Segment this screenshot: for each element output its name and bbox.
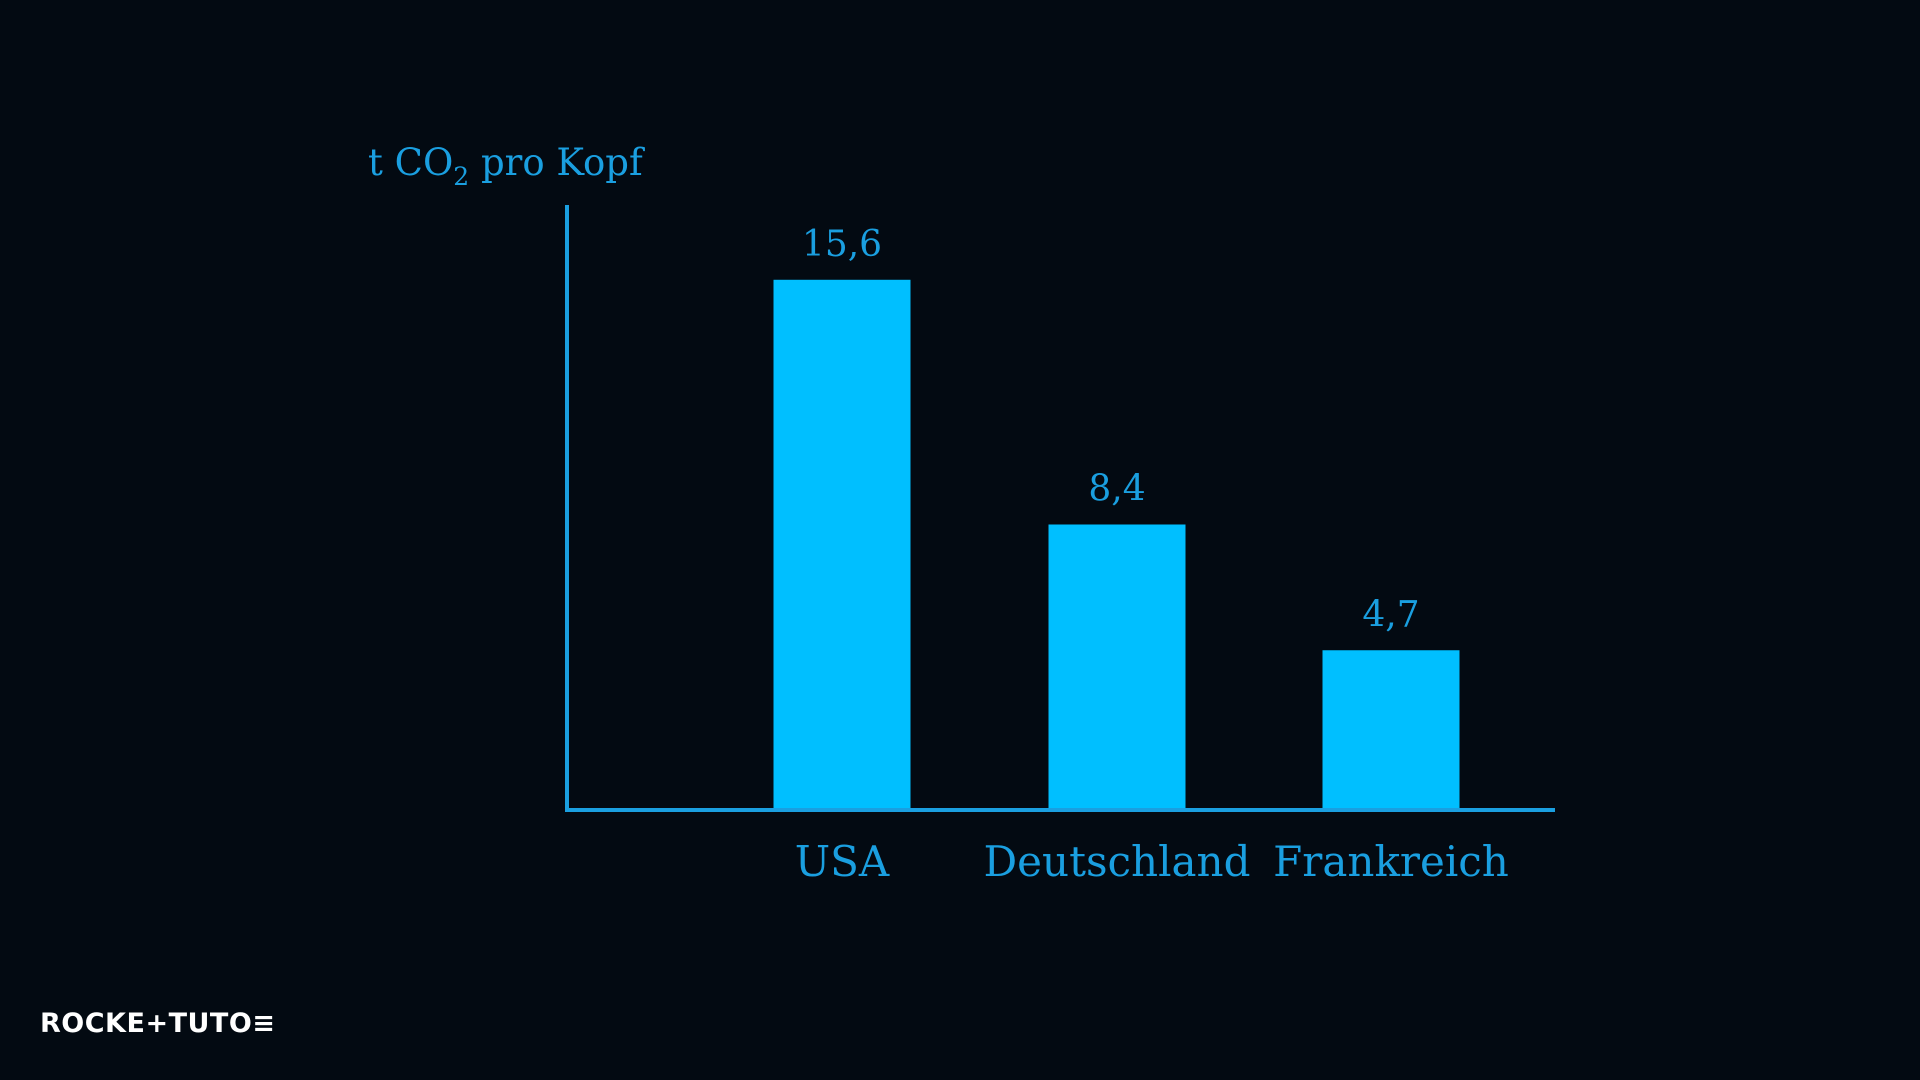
category-label-deutschland: Deutschland	[984, 837, 1251, 886]
y-axis-label: t CO2 pro Kopf	[368, 141, 645, 191]
logo-text-part1: ROCKE	[40, 1008, 146, 1039]
rockettutor-logo: ROCKE+TUTO≡	[40, 1010, 275, 1037]
value-labels: 15,6 8,4 4,7	[802, 224, 1420, 635]
y-axis-label-subscript: 2	[453, 162, 469, 191]
logo-text-part2: TUTO	[168, 1008, 253, 1039]
value-label-usa: 15,6	[802, 224, 882, 265]
bar-usa	[773, 279, 911, 810]
bars	[773, 279, 1460, 810]
y-axis-label-suffix: pro Kopf	[469, 141, 645, 184]
logo-mark: ≡	[252, 1008, 276, 1039]
bar-deutschland	[1048, 524, 1186, 810]
value-label-frankreich: 4,7	[1362, 594, 1419, 635]
category-label-frankreich: Frankreich	[1273, 837, 1509, 886]
logo-plus: +	[145, 1008, 169, 1039]
bar-frankreich	[1322, 650, 1460, 810]
category-label-usa: USA	[795, 837, 890, 886]
value-label-deutschland: 8,4	[1088, 468, 1145, 509]
category-labels: USA Deutschland Frankreich	[795, 837, 1509, 886]
y-axis-label-prefix: t CO	[368, 141, 453, 184]
